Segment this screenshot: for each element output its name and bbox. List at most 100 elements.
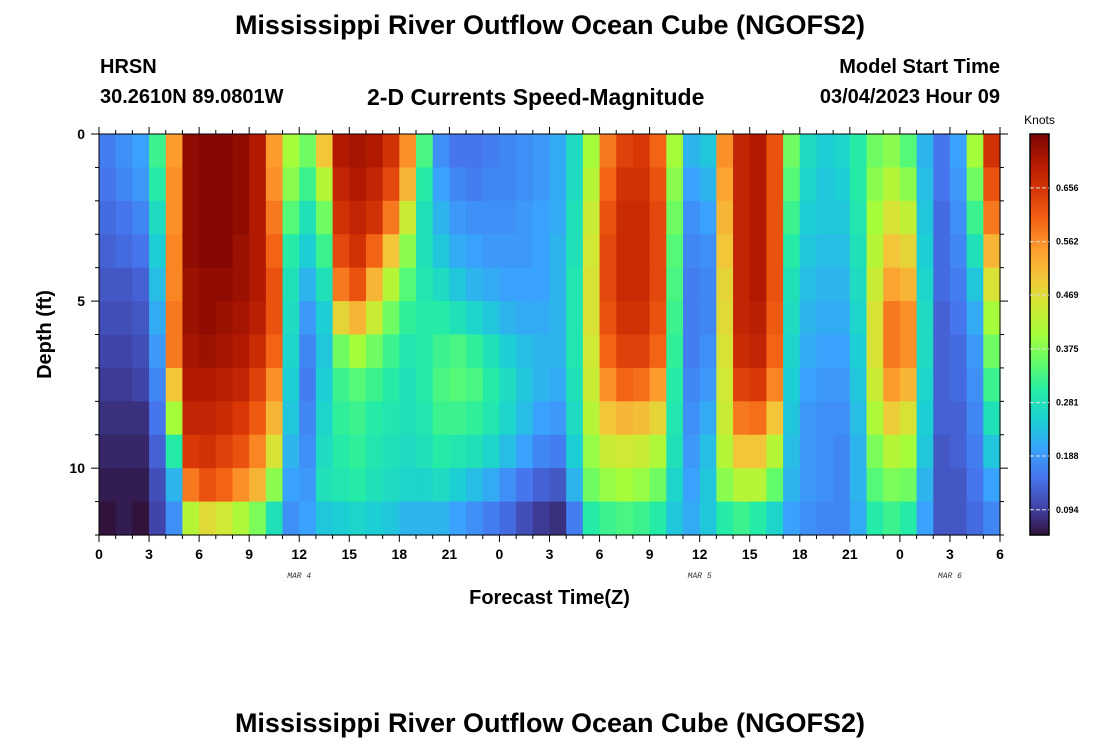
heatmap-cell xyxy=(833,501,851,536)
heatmap-cell xyxy=(933,167,951,202)
heatmap-cell xyxy=(182,434,200,469)
heatmap-cell xyxy=(215,134,234,169)
heatmap-cell xyxy=(282,401,300,436)
heatmap-cell xyxy=(516,167,534,202)
heatmap-cell xyxy=(99,401,117,436)
heatmap-cell xyxy=(899,167,918,202)
heatmap-cell xyxy=(783,468,801,503)
heatmap-cell xyxy=(232,134,250,169)
heatmap-cell xyxy=(449,267,467,302)
heatmap-cell xyxy=(916,367,934,402)
heatmap-cell xyxy=(315,334,334,369)
heatmap-cell xyxy=(849,134,868,169)
heatmap-cell xyxy=(249,234,267,269)
heatmap-cell xyxy=(566,267,584,302)
x-tick-label: 6 xyxy=(195,546,203,562)
chart-title: Mississippi River Outflow Ocean Cube (NG… xyxy=(234,10,866,40)
heatmap-cell xyxy=(466,267,484,302)
heatmap-cell xyxy=(199,134,217,169)
heatmap-cell xyxy=(115,334,133,369)
heatmap-cell xyxy=(499,434,517,469)
heatmap-cell xyxy=(966,334,984,369)
heatmap-cell xyxy=(399,134,417,169)
heatmap-cell xyxy=(716,501,734,536)
heatmap-cell xyxy=(416,367,434,402)
heatmap-cell xyxy=(949,501,968,536)
heatmap-cell xyxy=(182,301,200,336)
heatmap-cell xyxy=(299,468,317,503)
heatmap-cell xyxy=(983,267,1001,302)
heatmap-cell xyxy=(916,267,934,302)
heatmap-cell xyxy=(215,434,234,469)
heatmap-cell xyxy=(416,267,434,302)
heatmap-cell xyxy=(966,167,984,202)
heatmap-cell xyxy=(682,167,701,202)
heatmap-cell xyxy=(933,468,951,503)
x-tick-label: 18 xyxy=(392,546,408,562)
heatmap-cell xyxy=(783,401,801,436)
heatmap-cell xyxy=(916,468,934,503)
heatmap-cell xyxy=(916,401,934,436)
heatmap-cell xyxy=(416,134,434,169)
heatmap-cell xyxy=(449,501,467,536)
heatmap-cell xyxy=(616,434,634,469)
heatmap-cell xyxy=(199,167,217,202)
heatmap-cell xyxy=(766,468,784,503)
heatmap-cell xyxy=(332,501,350,536)
heatmap-cell xyxy=(699,501,717,536)
heatmap-cell xyxy=(983,468,1001,503)
heatmap-cell xyxy=(115,501,133,536)
heatmap-cell xyxy=(99,200,117,235)
heatmap-cell xyxy=(816,301,834,336)
heatmap-cell xyxy=(599,267,617,302)
heatmap-cell xyxy=(866,234,884,269)
heatmap-cell xyxy=(899,334,918,369)
heatmap-cell xyxy=(883,167,901,202)
heatmap-cell xyxy=(582,401,601,436)
heatmap-cell xyxy=(432,200,450,235)
heatmap-cell xyxy=(249,401,267,436)
heatmap-cell xyxy=(949,267,968,302)
heatmap-cell xyxy=(332,234,350,269)
heatmap-cell xyxy=(716,267,734,302)
heatmap-cell xyxy=(466,167,484,202)
heatmap-cell xyxy=(299,167,317,202)
heatmap-cell xyxy=(933,334,951,369)
heatmap-cell xyxy=(899,267,918,302)
heatmap-cell xyxy=(382,468,400,503)
heatmap-cell xyxy=(399,468,417,503)
heatmap-cell xyxy=(232,401,250,436)
colorbar-tick-label: 0.188 xyxy=(1056,451,1079,461)
heatmap-cell xyxy=(983,200,1001,235)
heatmap-cell xyxy=(365,468,384,503)
heatmap-cell xyxy=(582,167,601,202)
heatmap-cell xyxy=(849,367,868,402)
heatmap-cell xyxy=(365,301,384,336)
heatmap-cell xyxy=(699,367,717,402)
heatmap-cell xyxy=(699,301,717,336)
heatmap-cell xyxy=(365,200,384,235)
heatmap-cell xyxy=(282,134,300,169)
x-tick-label: 18 xyxy=(792,546,808,562)
heatmap-cell xyxy=(399,200,417,235)
heatmap-cell xyxy=(482,301,501,336)
heatmap-cell xyxy=(182,468,200,503)
heatmap-cell xyxy=(315,434,334,469)
heatmap-cell xyxy=(549,267,567,302)
colorbar: Knots 0.094 0.188 0.281 0.375 0.469 0.562 0.656 xyxy=(1024,113,1079,536)
heatmap-cell xyxy=(733,401,751,436)
heatmap-cell xyxy=(899,234,918,269)
heatmap-cell xyxy=(382,434,400,469)
heatmap-cell xyxy=(249,134,267,169)
heatmap-cell xyxy=(165,334,184,369)
heatmap-cell xyxy=(149,200,167,235)
heatmap-cell xyxy=(833,301,851,336)
heatmap-cell xyxy=(349,468,367,503)
heatmap-cell xyxy=(749,434,768,469)
heatmap-cell xyxy=(883,501,901,536)
heatmap-cell xyxy=(282,501,300,536)
heatmap-cell xyxy=(282,434,300,469)
heatmap-cell xyxy=(482,134,501,169)
heatmap-cell xyxy=(265,367,284,402)
heatmap-cell xyxy=(866,367,884,402)
